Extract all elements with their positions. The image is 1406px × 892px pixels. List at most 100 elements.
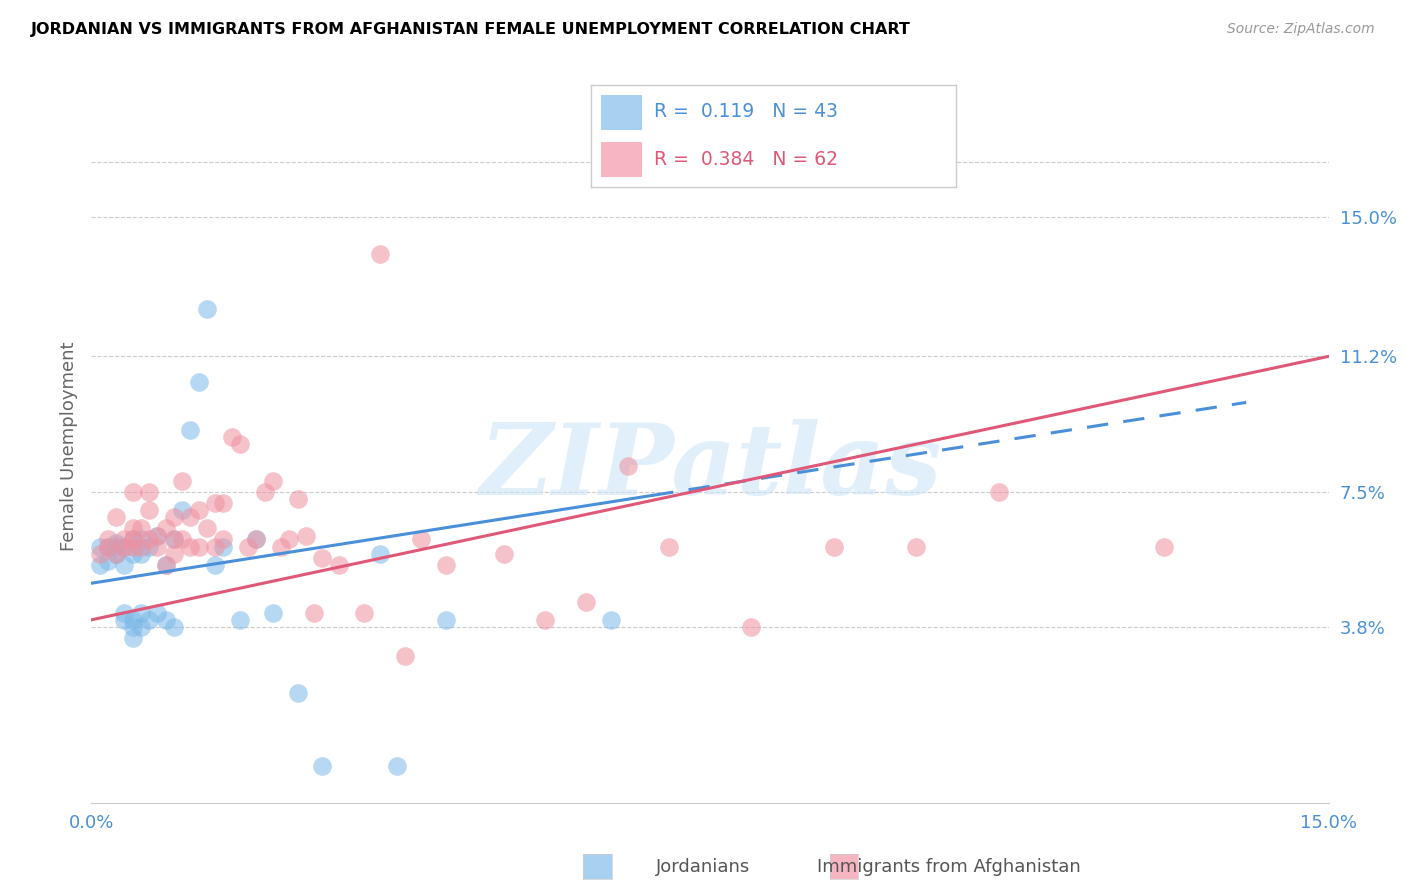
Point <box>302 606 325 620</box>
Point <box>204 540 226 554</box>
Point <box>434 613 457 627</box>
Point <box>105 547 128 561</box>
Point <box>1153 540 1175 554</box>
Point <box>385 759 408 773</box>
Point <box>97 540 120 554</box>
Point <box>172 533 194 547</box>
Point <box>179 540 201 554</box>
Point <box>434 558 457 572</box>
Text: Immigrants from Afghanistan: Immigrants from Afghanistan <box>817 858 1081 876</box>
Point <box>112 540 135 554</box>
Point <box>129 521 152 535</box>
Point <box>105 540 128 554</box>
Point <box>121 540 143 554</box>
Point <box>253 484 276 499</box>
Point <box>129 533 152 547</box>
Point <box>121 631 143 645</box>
Point <box>146 529 169 543</box>
Point <box>129 620 152 634</box>
Point <box>179 423 201 437</box>
Point <box>221 430 243 444</box>
Y-axis label: Female Unemployment: Female Unemployment <box>59 342 77 550</box>
Point <box>112 540 135 554</box>
Point <box>287 686 309 700</box>
Point <box>616 459 638 474</box>
Point <box>112 606 135 620</box>
Point <box>368 247 391 261</box>
Point <box>129 540 152 554</box>
Point <box>394 649 416 664</box>
FancyBboxPatch shape <box>602 95 641 130</box>
Point <box>311 759 333 773</box>
Point <box>328 558 350 572</box>
Point <box>658 540 681 554</box>
Point <box>163 620 186 634</box>
Point <box>121 620 143 634</box>
Point <box>353 606 375 620</box>
Point <box>163 533 186 547</box>
Point <box>492 547 515 561</box>
Point <box>163 533 186 547</box>
Point <box>172 474 194 488</box>
Point <box>245 533 267 547</box>
Point <box>138 613 160 627</box>
Text: R =  0.384   N = 62: R = 0.384 N = 62 <box>654 150 838 169</box>
Point <box>287 491 309 506</box>
Point <box>195 521 218 535</box>
Point <box>270 540 292 554</box>
FancyBboxPatch shape <box>602 142 641 177</box>
Point <box>236 540 259 554</box>
Point <box>105 536 128 550</box>
Point <box>121 613 143 627</box>
Point <box>262 474 284 488</box>
Point <box>163 510 186 524</box>
Text: JORDANIAN VS IMMIGRANTS FROM AFGHANISTAN FEMALE UNEMPLOYMENT CORRELATION CHART: JORDANIAN VS IMMIGRANTS FROM AFGHANISTAN… <box>31 22 911 37</box>
Point <box>155 558 177 572</box>
Point <box>112 533 135 547</box>
Point <box>121 547 143 561</box>
Point <box>112 558 135 572</box>
Text: Source: ZipAtlas.com: Source: ZipAtlas.com <box>1227 22 1375 37</box>
Point <box>195 301 218 316</box>
Point <box>204 496 226 510</box>
Point <box>155 613 177 627</box>
Point <box>229 613 252 627</box>
Text: R =  0.119   N = 43: R = 0.119 N = 43 <box>654 103 838 121</box>
Point <box>311 550 333 565</box>
Point <box>155 558 177 572</box>
Point <box>129 606 152 620</box>
Point <box>278 533 301 547</box>
Point <box>97 540 120 554</box>
Point <box>121 521 143 535</box>
Point <box>262 606 284 620</box>
Point <box>905 540 928 554</box>
Point <box>138 540 160 554</box>
Text: Jordanians: Jordanians <box>655 858 751 876</box>
Point <box>112 613 135 627</box>
Point <box>121 533 143 547</box>
Point <box>89 558 111 572</box>
Point <box>575 594 598 608</box>
Point <box>138 533 160 547</box>
Point <box>204 558 226 572</box>
Point <box>121 484 143 499</box>
Point <box>600 613 623 627</box>
Point <box>187 503 209 517</box>
Point <box>212 496 235 510</box>
Point <box>823 540 845 554</box>
Point <box>129 547 152 561</box>
Point <box>987 484 1010 499</box>
Point <box>146 606 169 620</box>
Point <box>534 613 557 627</box>
Point <box>89 540 111 554</box>
Point <box>146 529 169 543</box>
Point <box>105 547 128 561</box>
Point <box>121 533 143 547</box>
Point <box>212 540 235 554</box>
Point <box>740 620 762 634</box>
Point <box>187 540 209 554</box>
Point <box>411 533 433 547</box>
Point <box>229 437 252 451</box>
Point <box>146 540 169 554</box>
Point <box>245 533 267 547</box>
